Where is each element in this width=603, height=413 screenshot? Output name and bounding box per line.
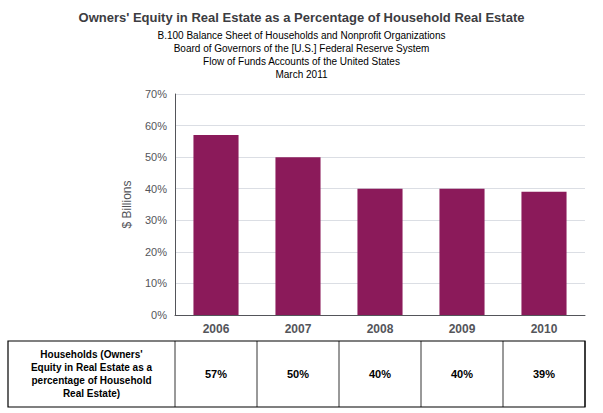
svg-text:40%: 40%: [369, 368, 391, 380]
svg-text:$ Billions: $ Billions: [120, 180, 134, 228]
svg-text:50%: 50%: [287, 368, 309, 380]
svg-text:2006: 2006: [203, 322, 230, 336]
svg-text:Real Estate): Real Estate): [63, 388, 120, 399]
svg-text:2008: 2008: [367, 322, 394, 336]
svg-text:2007: 2007: [285, 322, 312, 336]
svg-text:March 2011: March 2011: [275, 69, 328, 80]
svg-text:20%: 20%: [145, 246, 167, 258]
svg-text:57%: 57%: [205, 368, 227, 380]
svg-text:Board of Governors of the [U.S: Board of Governors of the [U.S.] Federal…: [174, 43, 430, 54]
svg-text:10%: 10%: [145, 277, 167, 289]
svg-text:percentage of Household: percentage of Household: [31, 375, 151, 386]
svg-text:39%: 39%: [533, 368, 555, 380]
svg-text:2010: 2010: [531, 322, 558, 336]
svg-text:40%: 40%: [451, 368, 473, 380]
svg-text:30%: 30%: [145, 214, 167, 226]
svg-text:70%: 70%: [145, 88, 167, 100]
svg-text:B.100 Balance Sheet of Househo: B.100 Balance Sheet of Households and No…: [158, 30, 446, 41]
svg-text:Equity in Real Estate as a: Equity in Real Estate as a: [31, 362, 153, 373]
svg-text:Households (Owners': Households (Owners': [40, 349, 142, 360]
svg-text:Owners' Equity in Real Estate: Owners' Equity in Real Estate as a Perce…: [79, 10, 525, 25]
svg-text:50%: 50%: [145, 151, 167, 163]
svg-text:0%: 0%: [151, 309, 167, 321]
svg-text:60%: 60%: [145, 120, 167, 132]
svg-text:Flow of Funds Accounts of the: Flow of Funds Accounts of the United Sta…: [203, 56, 400, 67]
svg-text:40%: 40%: [145, 183, 167, 195]
svg-text:2009: 2009: [449, 322, 476, 336]
